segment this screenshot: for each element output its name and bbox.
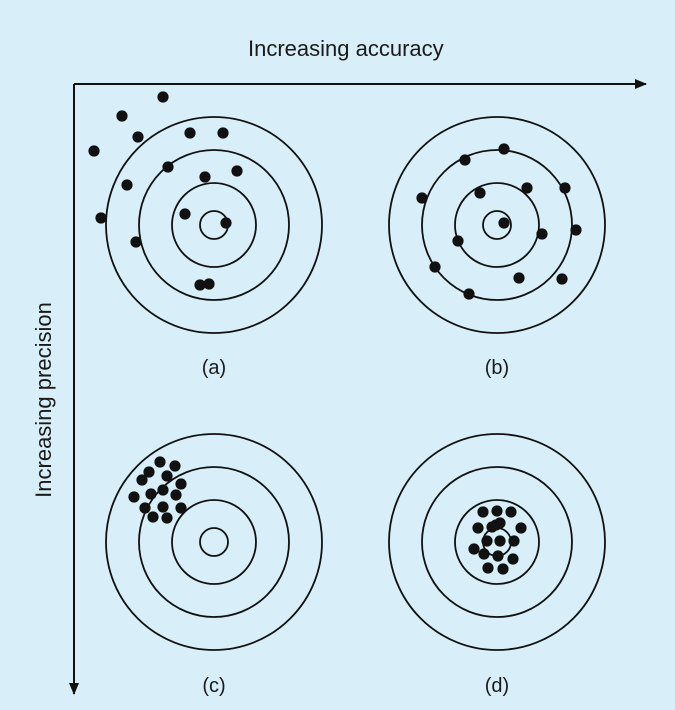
shot-d-14	[507, 553, 519, 565]
shot-c-4	[143, 466, 155, 478]
target-b-ring-4	[482, 210, 512, 240]
shot-b-6	[559, 182, 571, 194]
shot-a-4	[132, 131, 144, 143]
shot-a-3	[157, 91, 169, 103]
shot-c-9	[157, 484, 169, 496]
target-d-ring-3	[454, 499, 540, 585]
panel-label-d: (d)	[484, 675, 510, 697]
shot-d-13	[492, 550, 504, 562]
shot-a-8	[199, 171, 211, 183]
shot-d-2	[491, 505, 503, 517]
target-b	[388, 116, 606, 334]
shot-d-3	[505, 506, 517, 518]
panel-label-c: (c)	[202, 675, 226, 697]
target-b-ring-2	[421, 149, 573, 301]
y-axis-label: Increasing precision	[31, 302, 56, 498]
target-c-ring-4	[199, 527, 229, 557]
shot-a-10	[121, 179, 133, 191]
shot-c-11	[139, 502, 151, 514]
shot-d-17	[490, 519, 502, 531]
shot-d-10	[494, 535, 506, 547]
shot-b-5	[521, 182, 533, 194]
shot-c-5	[161, 470, 173, 482]
panel-label-a: (a)	[201, 357, 227, 379]
target-b-ring-1	[388, 116, 606, 334]
shot-c-13	[175, 502, 187, 514]
shot-a-16	[203, 278, 215, 290]
shot-b-11	[429, 261, 441, 273]
target-b-ring-3	[454, 182, 540, 268]
shot-a-15	[194, 279, 206, 291]
shot-a-9	[231, 165, 243, 177]
target-c-ring-2	[138, 466, 290, 618]
shot-d-16	[497, 563, 509, 575]
shot-d-1	[477, 506, 489, 518]
shot-b-13	[513, 272, 525, 284]
shot-a-11	[95, 212, 107, 224]
shot-b-10	[570, 224, 582, 236]
shot-d-4	[472, 522, 484, 534]
shot-c-15	[161, 512, 173, 524]
shot-b-7	[498, 217, 510, 229]
shot-c-6	[175, 478, 187, 490]
targets-layer	[88, 91, 606, 651]
target-d-ring-2	[421, 466, 573, 618]
target-a-ring-1	[105, 116, 323, 334]
shot-c-14	[147, 511, 159, 523]
shot-c-7	[128, 491, 140, 503]
shot-a-2	[116, 110, 128, 122]
shot-b-4	[474, 187, 486, 199]
shot-c-8	[145, 488, 157, 500]
shot-d-15	[482, 562, 494, 574]
shot-d-11	[508, 535, 520, 547]
shot-a-5	[184, 127, 196, 139]
target-a-ring-3	[171, 182, 257, 268]
target-c-ring-3	[171, 499, 257, 585]
shot-a-6	[217, 127, 229, 139]
shot-d-7	[515, 522, 527, 534]
shot-a-12	[179, 208, 191, 220]
target-c	[105, 433, 323, 651]
target-d-ring-1	[388, 433, 606, 651]
shot-d-8	[468, 543, 480, 555]
shot-a-1	[88, 145, 100, 157]
shot-c-12	[157, 501, 169, 513]
target-c-ring-1	[105, 433, 323, 651]
shot-a-7	[162, 161, 174, 173]
shot-c-3	[169, 460, 181, 472]
x-axis-label: Increasing accuracy	[248, 36, 444, 61]
shot-b-9	[536, 228, 548, 240]
shot-c-10	[170, 489, 182, 501]
shot-c-2	[154, 456, 166, 468]
shot-b-3	[498, 143, 510, 155]
target-d	[388, 433, 606, 651]
shot-b-12	[463, 288, 475, 300]
shot-d-9	[481, 535, 493, 547]
target-a	[88, 91, 323, 334]
shot-b-2	[459, 154, 471, 166]
shot-b-1	[416, 192, 428, 204]
shot-a-13	[130, 236, 142, 248]
shot-d-12	[478, 548, 490, 560]
shot-b-8	[452, 235, 464, 247]
panel-label-b: (b)	[484, 357, 510, 379]
shot-c-1	[136, 474, 148, 486]
target-a-ring-2	[138, 149, 290, 301]
shot-b-14	[556, 273, 568, 285]
shot-a-14	[220, 217, 232, 229]
